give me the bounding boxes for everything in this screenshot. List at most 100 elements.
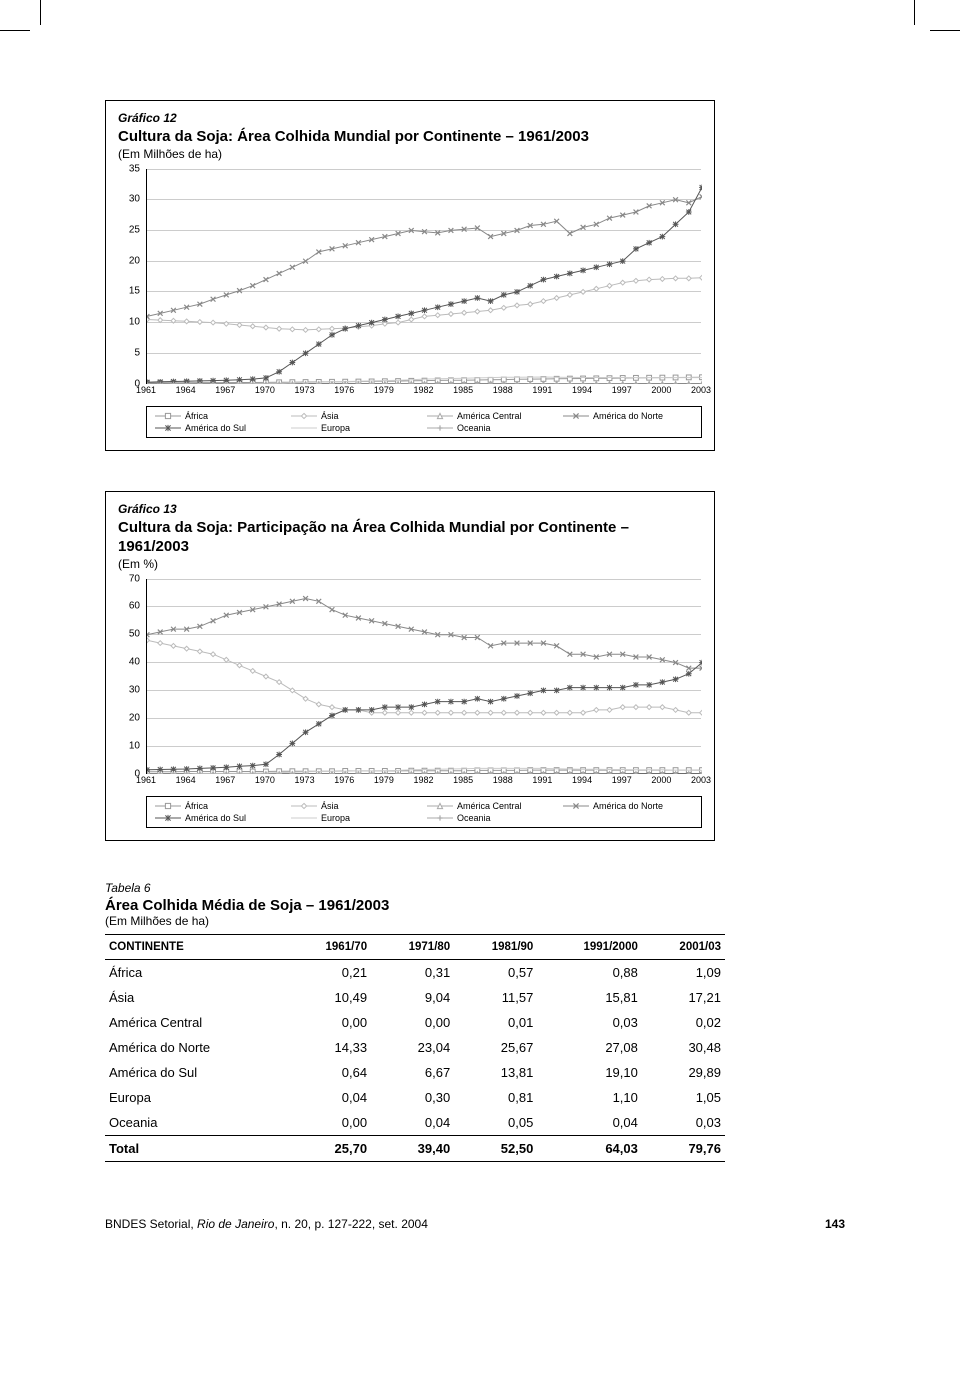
footer-source: BNDES Setorial, Rio de Janeiro, n. 20, p… bbox=[105, 1217, 428, 1231]
legend-item: América do Norte bbox=[563, 801, 693, 811]
table-cell: Europa bbox=[105, 1085, 288, 1110]
chart-13-legend: África Ásia América Central América do Nort… bbox=[146, 796, 702, 828]
chart-12-plot-area bbox=[146, 169, 701, 384]
y-tick-label: 30 bbox=[129, 194, 140, 205]
x-tick-label: 1967 bbox=[215, 385, 235, 395]
x-tick-label: 1994 bbox=[572, 385, 592, 395]
legend-item: Oceania bbox=[427, 423, 557, 433]
x-tick-label: 1982 bbox=[413, 385, 433, 395]
legend-item: América Central bbox=[427, 801, 557, 811]
footer-source-prefix: BNDES Setorial, bbox=[105, 1217, 197, 1231]
y-tick-label: 20 bbox=[129, 712, 140, 723]
legend-label: Oceania bbox=[457, 423, 491, 433]
table-cell: 10,49 bbox=[288, 985, 371, 1010]
legend-item: Europa bbox=[291, 423, 421, 433]
legend-label: América do Sul bbox=[185, 423, 246, 433]
legend-item: África bbox=[155, 801, 285, 811]
table-cell: 0,30 bbox=[371, 1085, 454, 1110]
table-cell: 0,04 bbox=[288, 1085, 371, 1110]
chart-12-container: Gráfico 12 Cultura da Soja: Área Colhida… bbox=[105, 100, 715, 451]
x-tick-label: 1991 bbox=[532, 775, 552, 785]
x-tick-label: 1997 bbox=[612, 385, 632, 395]
table-cell: 0,02 bbox=[642, 1010, 725, 1035]
chart-13-container: Gráfico 13 Cultura da Soja: Participação… bbox=[105, 491, 715, 841]
crop-mark bbox=[930, 30, 960, 31]
y-tick-label: 10 bbox=[129, 740, 140, 751]
table-cell: 30,48 bbox=[642, 1035, 725, 1060]
table-cell: 0,21 bbox=[288, 959, 371, 985]
y-tick-label: 35 bbox=[129, 163, 140, 174]
x-tick-label: 1961 bbox=[136, 775, 156, 785]
table-cell: 0,64 bbox=[288, 1060, 371, 1085]
table-cell: 1,10 bbox=[537, 1085, 642, 1110]
legend-item: Ásia bbox=[291, 801, 421, 811]
table-cell: América do Norte bbox=[105, 1035, 288, 1060]
legend-item: América do Sul bbox=[155, 423, 285, 433]
table-cell: 13,81 bbox=[454, 1060, 537, 1085]
legend-item: América do Norte bbox=[563, 411, 693, 421]
table-cell: Oceania bbox=[105, 1110, 288, 1136]
y-tick-label: 50 bbox=[129, 629, 140, 640]
table-cell: 6,67 bbox=[371, 1060, 454, 1085]
legend-label: Europa bbox=[321, 423, 350, 433]
table-cell: 17,21 bbox=[642, 985, 725, 1010]
table-row: América do Norte14,3323,0425,6727,0830,4… bbox=[105, 1035, 725, 1060]
x-tick-label: 1973 bbox=[295, 385, 315, 395]
x-tick-label: 1967 bbox=[215, 775, 235, 785]
x-tick-label: 1994 bbox=[572, 775, 592, 785]
chart-13-x-axis-labels: 1961196419671970197319761979198219851988… bbox=[146, 775, 701, 789]
table-cell: 39,40 bbox=[371, 1135, 454, 1161]
footer-source-italic: Rio de Janeiro bbox=[197, 1217, 274, 1231]
x-tick-label: 1988 bbox=[493, 385, 513, 395]
table-header-cell: CONTINENTE bbox=[105, 934, 288, 959]
chart-13-plot-wrap: 010203040506070 196119641967197019731976… bbox=[118, 579, 702, 774]
chart-13-plot-area bbox=[146, 579, 701, 774]
table-cell: 9,04 bbox=[371, 985, 454, 1010]
y-tick-label: 70 bbox=[129, 573, 140, 584]
y-tick-label: 5 bbox=[134, 347, 140, 358]
table-cell: Total bbox=[105, 1135, 288, 1161]
table-cell: 0,00 bbox=[371, 1010, 454, 1035]
table-cell: 0,31 bbox=[371, 959, 454, 985]
legend-label: América do Sul bbox=[185, 813, 246, 823]
legend-label: Ásia bbox=[321, 411, 339, 421]
table-cell: 0,01 bbox=[454, 1010, 537, 1035]
chart-13-subtitle: (Em %) bbox=[118, 557, 702, 571]
table-cell: 79,76 bbox=[642, 1135, 725, 1161]
x-tick-label: 1976 bbox=[334, 385, 354, 395]
chart-12-label: Gráfico 12 bbox=[118, 111, 702, 125]
x-tick-label: 1976 bbox=[334, 775, 354, 785]
table-row: Ásia10,499,0411,5715,8117,21 bbox=[105, 985, 725, 1010]
y-tick-label: 60 bbox=[129, 601, 140, 612]
table-cell: América do Sul bbox=[105, 1060, 288, 1085]
table-cell: África bbox=[105, 959, 288, 985]
x-tick-label: 1973 bbox=[295, 775, 315, 785]
table-6-header-row: CONTINENTE1961/701971/801981/901991/2000… bbox=[105, 934, 725, 959]
y-tick-label: 30 bbox=[129, 684, 140, 695]
chart-12-subtitle: (Em Milhões de ha) bbox=[118, 147, 702, 161]
table-cell: 11,57 bbox=[454, 985, 537, 1010]
legend-item: Ásia bbox=[291, 411, 421, 421]
table-cell: 25,67 bbox=[454, 1035, 537, 1060]
table-cell: 0,81 bbox=[454, 1085, 537, 1110]
table-row: África0,210,310,570,881,09 bbox=[105, 959, 725, 985]
x-tick-label: 1961 bbox=[136, 385, 156, 395]
chart-12-title: Cultura da Soja: Área Colhida Mundial po… bbox=[118, 127, 702, 147]
table-6-title: Área Colhida Média de Soja – 1961/2003 bbox=[105, 897, 725, 914]
table-cell: 52,50 bbox=[454, 1135, 537, 1161]
x-tick-label: 1991 bbox=[532, 385, 552, 395]
table-cell: 1,09 bbox=[642, 959, 725, 985]
x-tick-label: 1979 bbox=[374, 385, 394, 395]
chart-13-y-axis-labels: 010203040506070 bbox=[118, 579, 144, 774]
y-tick-label: 25 bbox=[129, 224, 140, 235]
legend-label: América do Norte bbox=[593, 411, 663, 421]
table-cell: 25,70 bbox=[288, 1135, 371, 1161]
legend-label: América Central bbox=[457, 411, 522, 421]
table-header-cell: 1981/90 bbox=[454, 934, 537, 959]
table-cell: 0,05 bbox=[454, 1110, 537, 1136]
x-tick-label: 2003 bbox=[691, 385, 711, 395]
table-cell: 0,03 bbox=[537, 1010, 642, 1035]
chart-12-x-axis-labels: 1961196419671970197319761979198219851988… bbox=[146, 385, 701, 399]
legend-item: América Central bbox=[427, 411, 557, 421]
x-tick-label: 1970 bbox=[255, 385, 275, 395]
